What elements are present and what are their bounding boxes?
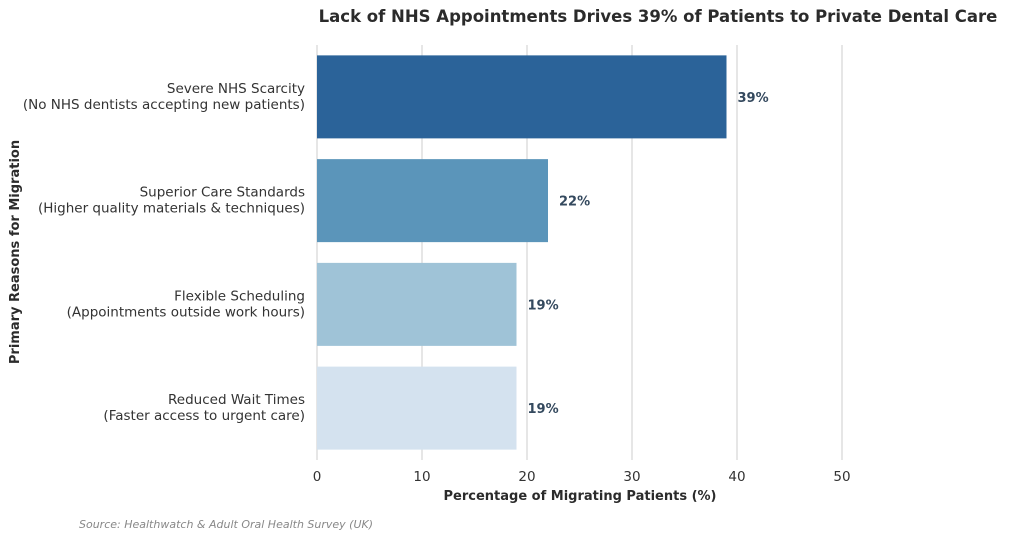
x-tick-labels: 0 10 20 30 40 50 bbox=[313, 469, 851, 485]
x-tick-label: 20 bbox=[518, 469, 535, 485]
category-label: Flexible Scheduling (Appointments outside… bbox=[67, 288, 305, 320]
data-label: 19% bbox=[528, 402, 559, 417]
x-tick-label: 10 bbox=[413, 469, 430, 485]
bar bbox=[317, 262, 517, 346]
bar bbox=[317, 55, 727, 139]
category-labels: Severe NHS Scarcity (No NHS dentists acce… bbox=[23, 81, 305, 424]
category-label: Severe NHS Scarcity (No NHS dentists acce… bbox=[23, 81, 305, 113]
x-tick-label: 50 bbox=[833, 469, 850, 485]
category-label: Reduced Wait Times (Faster access to urge… bbox=[103, 392, 305, 424]
x-tick-label: 40 bbox=[728, 469, 745, 485]
bars bbox=[317, 55, 727, 450]
value-labels: 39% 22% 19% 19% bbox=[528, 91, 769, 417]
x-tick-label: 30 bbox=[623, 469, 640, 485]
category-label: Superior Care Standards (Higher quality m… bbox=[38, 185, 305, 217]
x-axis-label: Percentage of Migrating Patients (%) bbox=[444, 489, 717, 504]
source-note: Source: Healthwatch & Adult Oral Health … bbox=[79, 518, 373, 531]
y-axis-label: Primary Reasons for Migration bbox=[8, 140, 23, 364]
chart-title: Lack of NHS Appointments Drives 39% of P… bbox=[319, 7, 998, 26]
bar bbox=[317, 366, 517, 450]
data-label: 39% bbox=[738, 91, 769, 106]
data-label: 19% bbox=[528, 298, 559, 313]
x-tick-label: 0 bbox=[313, 469, 322, 485]
bar bbox=[317, 159, 548, 243]
data-label: 22% bbox=[559, 195, 590, 210]
